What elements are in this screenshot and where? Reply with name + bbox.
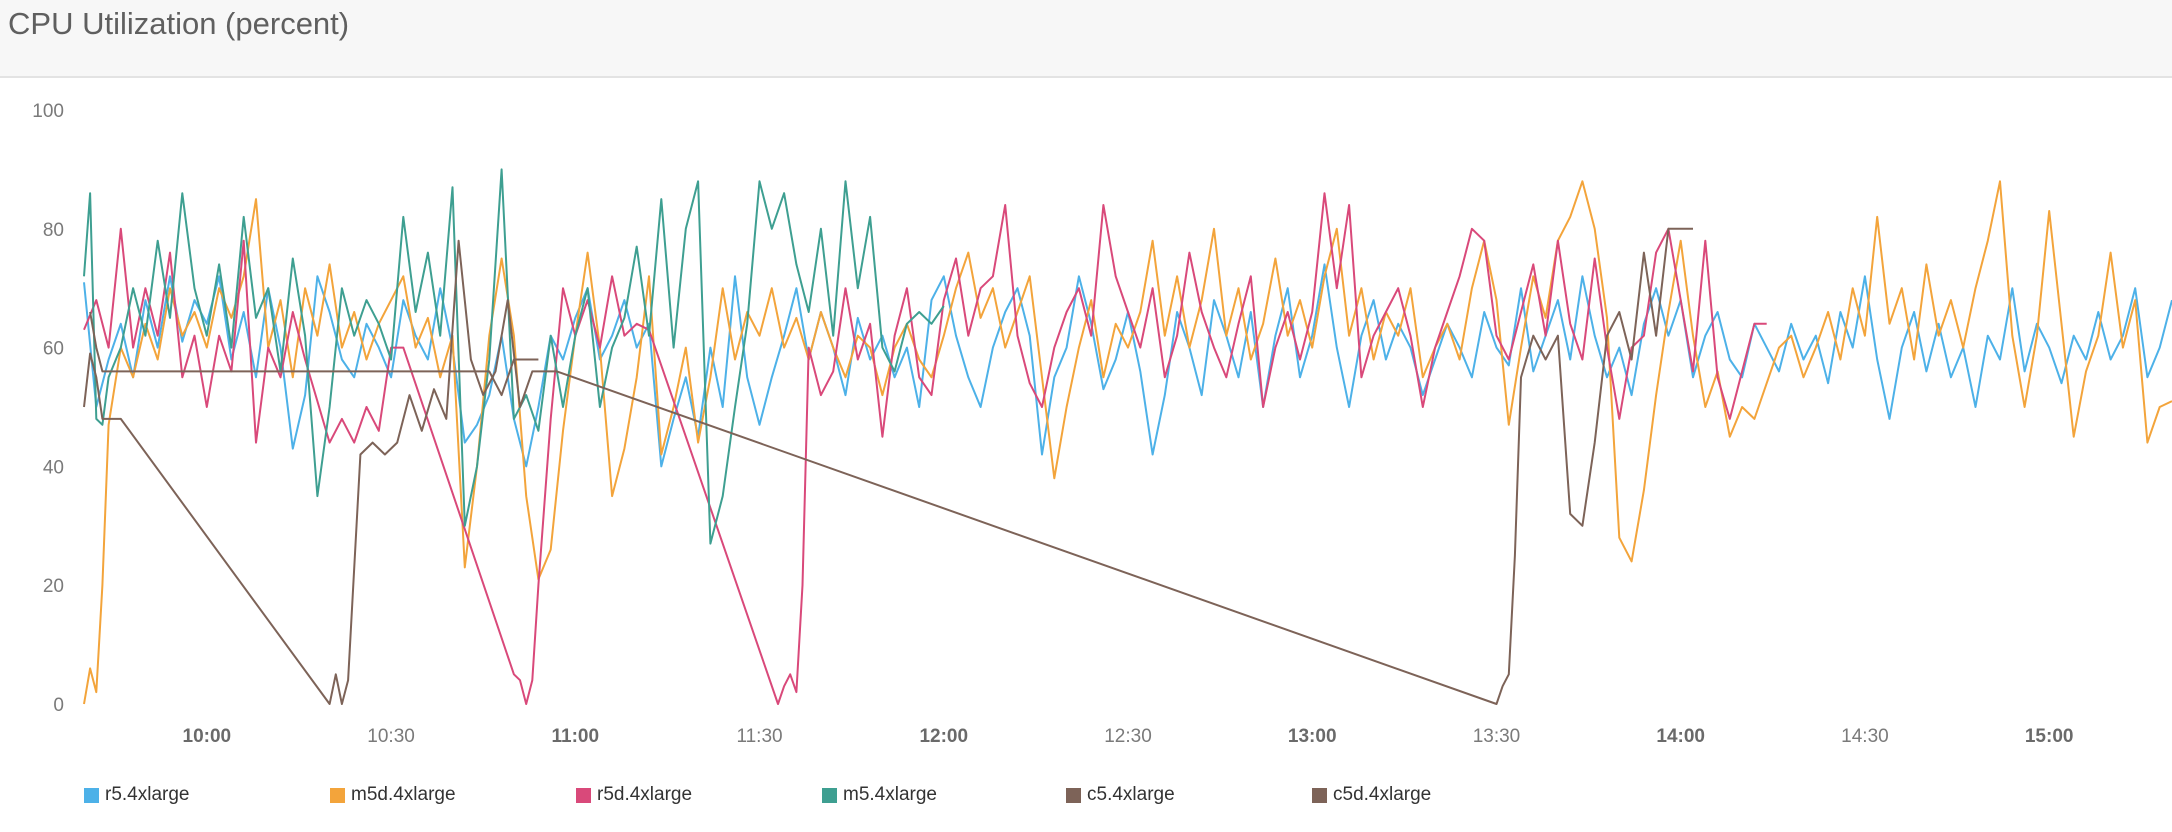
legend-item-r5d-4xlarge[interactable]: r5d.4xlarge bbox=[576, 783, 692, 807]
legend-item-m5d-4xlarge[interactable]: m5d.4xlarge bbox=[330, 783, 456, 807]
legend-swatch bbox=[1066, 787, 1081, 803]
legend-swatch bbox=[822, 787, 837, 803]
x-tick-label-15-00: 15:00 bbox=[2025, 726, 2074, 747]
legend-swatch bbox=[576, 787, 591, 803]
legend-label: c5.4xlarge bbox=[1087, 784, 1175, 805]
y-axis: 0 20 40 60 80 100 bbox=[32, 101, 64, 716]
legend-label: m5.4xlarge bbox=[843, 784, 937, 805]
x-tick-label-14-00: 14:00 bbox=[1656, 726, 1705, 747]
legend-item-c5-4xlarge[interactable]: c5.4xlarge bbox=[1066, 783, 1175, 807]
x-tick-label-13-00: 13:00 bbox=[1288, 726, 1337, 747]
series-line-c5d-4xlarge bbox=[89, 311, 539, 397]
legend-label: r5d.4xlarge bbox=[597, 784, 693, 805]
x-tick-label-14-30: 14:30 bbox=[1841, 726, 1889, 747]
legend-item-c5d-4xlarge[interactable]: c5d.4xlarge bbox=[1312, 783, 1431, 807]
y-tick-label-100: 100 bbox=[32, 101, 64, 122]
legend-swatch bbox=[330, 787, 345, 803]
series-line-m5-4xlarge bbox=[83, 168, 945, 545]
series-layer bbox=[83, 168, 2172, 705]
legend-label: r5.4xlarge bbox=[105, 784, 190, 805]
x-tick-label-11-30: 11:30 bbox=[736, 726, 782, 747]
panel-header: CPU Utilization (percent) bbox=[0, 0, 2172, 78]
y-tick-label-20: 20 bbox=[43, 576, 64, 597]
legend-swatch bbox=[84, 787, 99, 803]
legend-label: m5d.4xlarge bbox=[351, 784, 456, 805]
y-tick-label-40: 40 bbox=[43, 457, 64, 478]
x-tick-label-10-00: 10:00 bbox=[183, 726, 232, 747]
series-line-m5d-4xlarge bbox=[83, 180, 2172, 705]
x-axis: 10:00 10:30 11:00 11:30 12:00 12:30 13:00 13:30… bbox=[183, 726, 2074, 747]
x-tick-label-10-30: 10:30 bbox=[367, 726, 415, 747]
y-tick-label-60: 60 bbox=[43, 339, 64, 360]
legend-item-r5-4xlarge[interactable]: r5.4xlarge bbox=[84, 783, 190, 807]
x-tick-label-13-30: 13:30 bbox=[1473, 726, 1521, 747]
legend-swatch bbox=[1312, 787, 1327, 803]
series-line-c5-4xlarge bbox=[83, 227, 1693, 705]
legend-label: c5d.4xlarge bbox=[1333, 784, 1432, 805]
y-tick-label-0: 0 bbox=[53, 695, 64, 716]
x-tick-label-12-30: 12:30 bbox=[1104, 726, 1152, 747]
legend-item-m5-4xlarge[interactable]: m5.4xlarge bbox=[822, 783, 937, 807]
x-tick-label-11-00: 11:00 bbox=[552, 726, 600, 747]
series-line-r5d-4xlarge bbox=[83, 192, 1767, 705]
panel-title: CPU Utilization (percent) bbox=[8, 6, 350, 41]
y-tick-label-80: 80 bbox=[43, 220, 64, 241]
x-tick-label-12-00: 12:00 bbox=[919, 726, 968, 747]
